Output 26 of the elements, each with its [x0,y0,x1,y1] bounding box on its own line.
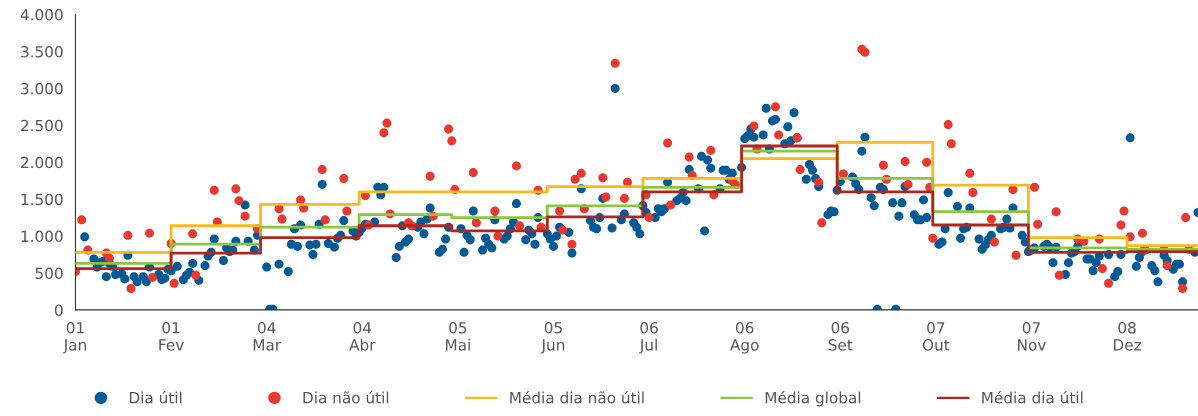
y-tick-label: 2.500 [21,119,63,132]
legend-label: Média dia útil [982,391,1083,404]
x-tick-label: 08 Dez [1113,322,1142,351]
x-tick-label: 04 Mar [253,322,282,351]
y-tick-label: 1.500 [21,193,63,206]
x-tick-label: 05 Jun [540,322,565,354]
legend-label: Dia não útil [303,391,389,404]
y-tick-label: 3.500 [21,45,63,58]
y-tick-label: 4.000 [20,9,63,21]
legend-label: Média dia não útil [510,391,644,404]
y-tick-label: 0 [54,304,63,316]
y-tick-label: 500 [35,267,63,280]
x-tick-label: 06 Set [828,322,853,351]
y-tick-label: 2.000 [21,156,63,169]
legend-label: Média global [765,391,861,407]
y-tick-label: 1.000 [21,230,63,243]
x-tick-label: 04 Abr [349,322,376,351]
x-tick-label: 07 Out [922,322,950,351]
x-tick-label: 06 Jul [639,322,658,354]
x-tick-label: 06 Ago [730,322,759,354]
x-tick-label: 01 Fev [159,322,184,351]
legend-label: Dia útil [129,391,182,404]
x-tick-label: 07 Nov [1018,322,1046,351]
x-tick-label: 05 Mai [445,322,470,351]
x-tick-label: 01 Jan [62,322,86,354]
y-tick-label: 3.000 [21,82,63,95]
